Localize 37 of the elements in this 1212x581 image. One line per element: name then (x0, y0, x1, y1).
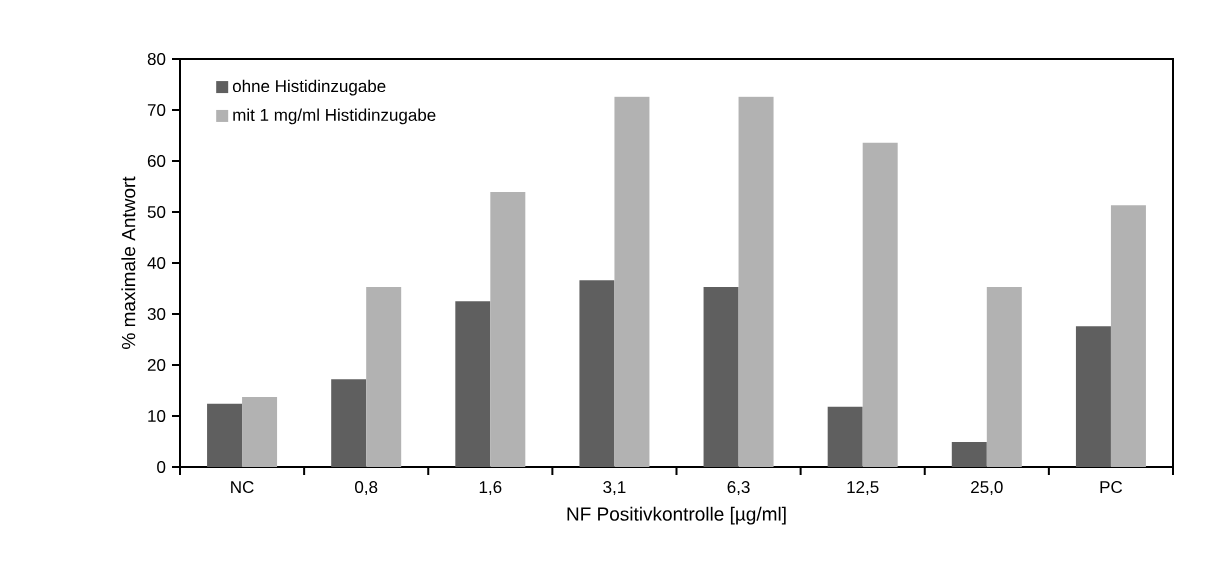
bar (242, 397, 278, 467)
y-tick-label: 70 (147, 103, 166, 117)
y-tick-label: 60 (147, 154, 166, 167)
bar (579, 280, 615, 467)
bar (614, 96, 650, 467)
bar (827, 406, 863, 467)
y-tick-label: 10 (148, 409, 166, 422)
x-tick-label: 12,5 (847, 481, 879, 496)
y-axis-title: % maximale Antwort (121, 176, 136, 349)
bar (738, 96, 774, 467)
bar (455, 301, 491, 467)
y-tick-label: 50 (147, 205, 166, 218)
x-tick-label: 6,3 (727, 481, 750, 496)
x-tick-label: PC (1100, 481, 1123, 494)
legend-label: mit 1 mg/ml Histidinzugabe (233, 108, 436, 125)
x-axis-title: NF Positivkontrolle [µg/ml] (567, 506, 786, 525)
legend-label: ohne Histidinzugabe (232, 79, 386, 96)
bar (951, 442, 987, 467)
x-tick-label: 0,8 (355, 481, 378, 496)
y-tick-label: 80 (147, 52, 166, 66)
bar (862, 142, 898, 467)
y-tick-label: 20 (147, 358, 166, 371)
bar (207, 403, 243, 467)
bar (331, 379, 367, 467)
bar (366, 286, 402, 467)
y-tick-label: 30 (147, 307, 166, 320)
bar (1110, 205, 1146, 467)
x-tick-label: NC (231, 481, 254, 494)
y-tick-label: 40 (147, 256, 166, 269)
bar (1075, 326, 1111, 467)
y-tick-label: 0 (157, 460, 166, 473)
x-tick-label: 1,6 (479, 481, 502, 496)
x-tick-label: 3,1 (603, 481, 626, 496)
bar (703, 286, 739, 467)
x-tick-label: 25,0 (971, 481, 1003, 496)
bar (986, 286, 1022, 467)
bar (490, 192, 526, 467)
